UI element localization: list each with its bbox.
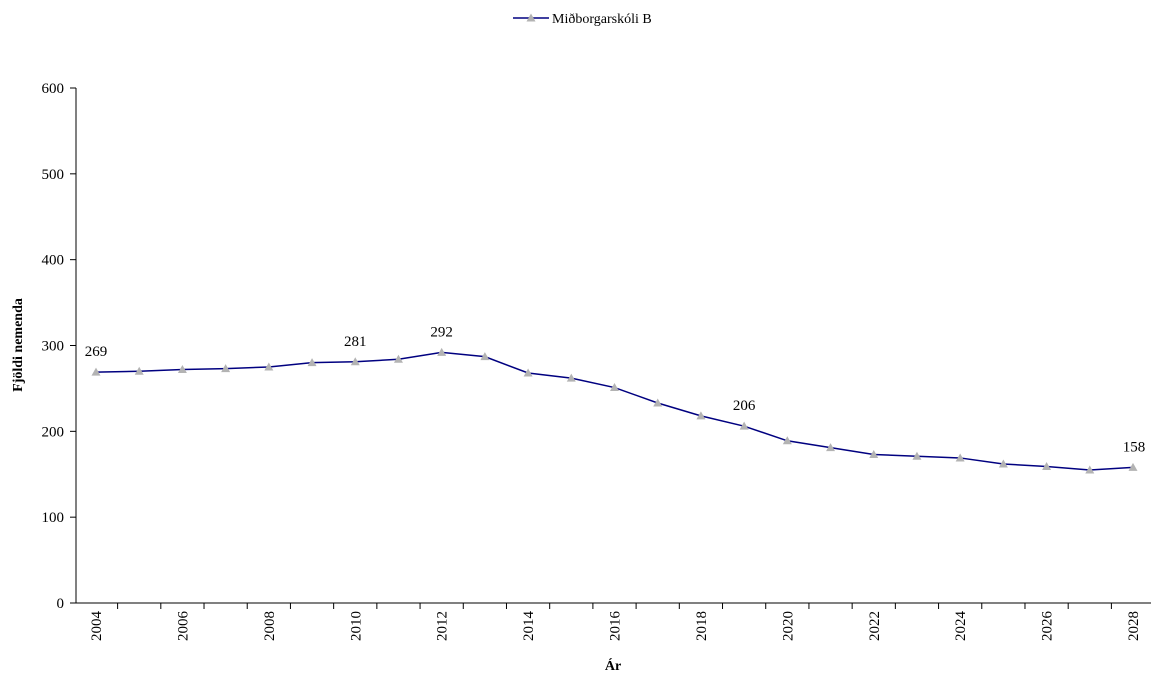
data-point-marker (221, 364, 231, 373)
data-point-marker (610, 383, 619, 392)
data-point-marker (350, 357, 360, 366)
y-tick-label: 100 (42, 510, 65, 526)
data-point-marker (1042, 462, 1052, 471)
data-point-marker (998, 459, 1008, 468)
data-point-marker (782, 436, 792, 445)
y-axis-title: Fjöldi nemenda (11, 298, 26, 392)
data-point-marker (696, 411, 706, 420)
data-point-marker (523, 368, 533, 377)
data-point-marker (480, 352, 490, 361)
data-point-marker (1128, 462, 1138, 471)
x-tick-label: 2014 (521, 611, 537, 642)
series-line (95, 351, 1134, 471)
x-axis-title: Ár (605, 657, 621, 674)
x-tick-label: 2010 (348, 611, 364, 641)
data-point-marker (91, 367, 101, 376)
data-point-marker (1085, 465, 1095, 474)
data-label: 281 (344, 334, 367, 350)
y-tick-label: 600 (42, 81, 65, 97)
data-point-marker (869, 450, 879, 459)
y-tick-label: 0 (57, 596, 65, 612)
data-point-marker (912, 451, 922, 460)
x-tick-label: 2012 (435, 611, 451, 641)
x-tick-label: 2018 (694, 611, 710, 641)
data-point-marker (566, 373, 576, 382)
x-tick-label: 2020 (780, 611, 796, 641)
data-label: 269 (85, 344, 108, 360)
data-point-marker (739, 421, 749, 430)
data-label: 206 (733, 398, 756, 414)
x-tick-label: 2024 (953, 611, 969, 642)
data-labels: 269 281 292 206 158 (85, 324, 1146, 455)
x-tick-label: 2022 (867, 611, 883, 641)
axes (75, 88, 1151, 604)
x-tick-label: 2028 (1126, 611, 1142, 641)
x-tick-label: 2008 (262, 611, 278, 641)
legend: Miðborgarskóli B (513, 12, 652, 27)
legend-triangle-marker (526, 13, 536, 22)
x-ticks: 2004 2006 2008 2010 2012 2014 2016 2018 2020 2022… (89, 603, 1142, 641)
data-label: 158 (1123, 439, 1146, 455)
x-tick-label: 2026 (1040, 611, 1056, 642)
x-tick-label: 2006 (175, 611, 191, 642)
data-point-marker (955, 453, 965, 462)
y-tick-label: 500 (42, 167, 65, 183)
data-point-marker (826, 443, 836, 452)
data-label: 292 (430, 324, 453, 340)
legend-label: Miðborgarskóli B (552, 12, 652, 27)
data-point-marker (393, 354, 403, 363)
data-point-marker (437, 347, 447, 356)
y-tick-label: 400 (42, 253, 65, 269)
data-point-marker (307, 358, 317, 367)
data-point-marker (177, 365, 187, 374)
y-ticks: 0 100 200 300 400 500 600 (42, 81, 76, 612)
data-point-marker (264, 362, 274, 371)
x-tick-label: 2004 (89, 611, 105, 642)
series-layer (91, 347, 1138, 474)
x-tick-label: 2016 (608, 611, 624, 642)
y-tick-label: 200 (42, 424, 65, 440)
data-point-marker (653, 398, 663, 407)
data-point-marker (134, 366, 144, 375)
y-tick-label: 300 (42, 339, 65, 355)
